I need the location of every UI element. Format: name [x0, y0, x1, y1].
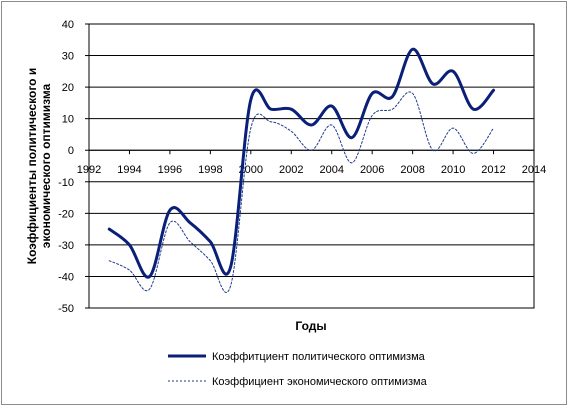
x-tick-label: 2006	[360, 164, 384, 176]
x-tick-label: 2012	[481, 164, 505, 176]
x-tick-label: 1992	[77, 164, 101, 176]
y-tick-label: -50	[58, 303, 74, 315]
y-axis-title: Коэффициенты политического и экономическ…	[25, 68, 53, 264]
x-tick-label: 2002	[279, 164, 303, 176]
y-tick-label: 0	[68, 145, 74, 157]
x-axis-title: Годы	[295, 319, 326, 333]
y-tick-label: 40	[62, 19, 74, 31]
y-tick-labels: 40 30 20 10 0 -10 -20 -30 -40 -50	[58, 19, 89, 315]
legend-label-economic: Коэффициент экономического оптимизма	[212, 376, 428, 388]
svg-text:Коэффициенты политического и: Коэффициенты политического и	[25, 68, 39, 264]
x-tick-label: 1994	[117, 164, 141, 176]
y-tick-label: 10	[62, 114, 74, 126]
series-line-political	[107, 47, 496, 279]
x-tick-label: 2014	[522, 164, 546, 176]
legend: Коэффитциент политического оптимизма Коэ…	[168, 351, 428, 388]
svg-text:экономического оптимизма: экономического оптимизма	[39, 83, 53, 248]
legend-label-political: Коэффитциент политического оптимизма	[212, 351, 426, 363]
series-line-economic	[108, 91, 495, 293]
series-lines	[107, 47, 496, 293]
x-tick-label: 2004	[319, 164, 343, 176]
plot-area	[88, 23, 535, 309]
y-tick-label: -40	[58, 271, 74, 283]
y-tick-label: -10	[58, 177, 74, 189]
x-tick-label: 2010	[441, 164, 465, 176]
y-tick-label: 30	[62, 51, 74, 63]
y-tick-label: -20	[58, 208, 74, 220]
x-tick-labels: 1992 1994 1996 1998 2000 2002 2004 2006 2008 2010…	[77, 150, 546, 176]
x-tick-label: 1996	[158, 164, 182, 176]
y-tick-label: -30	[58, 240, 74, 252]
y-tick-label: 20	[62, 82, 74, 94]
x-tick-label: 2008	[400, 164, 424, 176]
x-tick-label: 1998	[198, 164, 222, 176]
